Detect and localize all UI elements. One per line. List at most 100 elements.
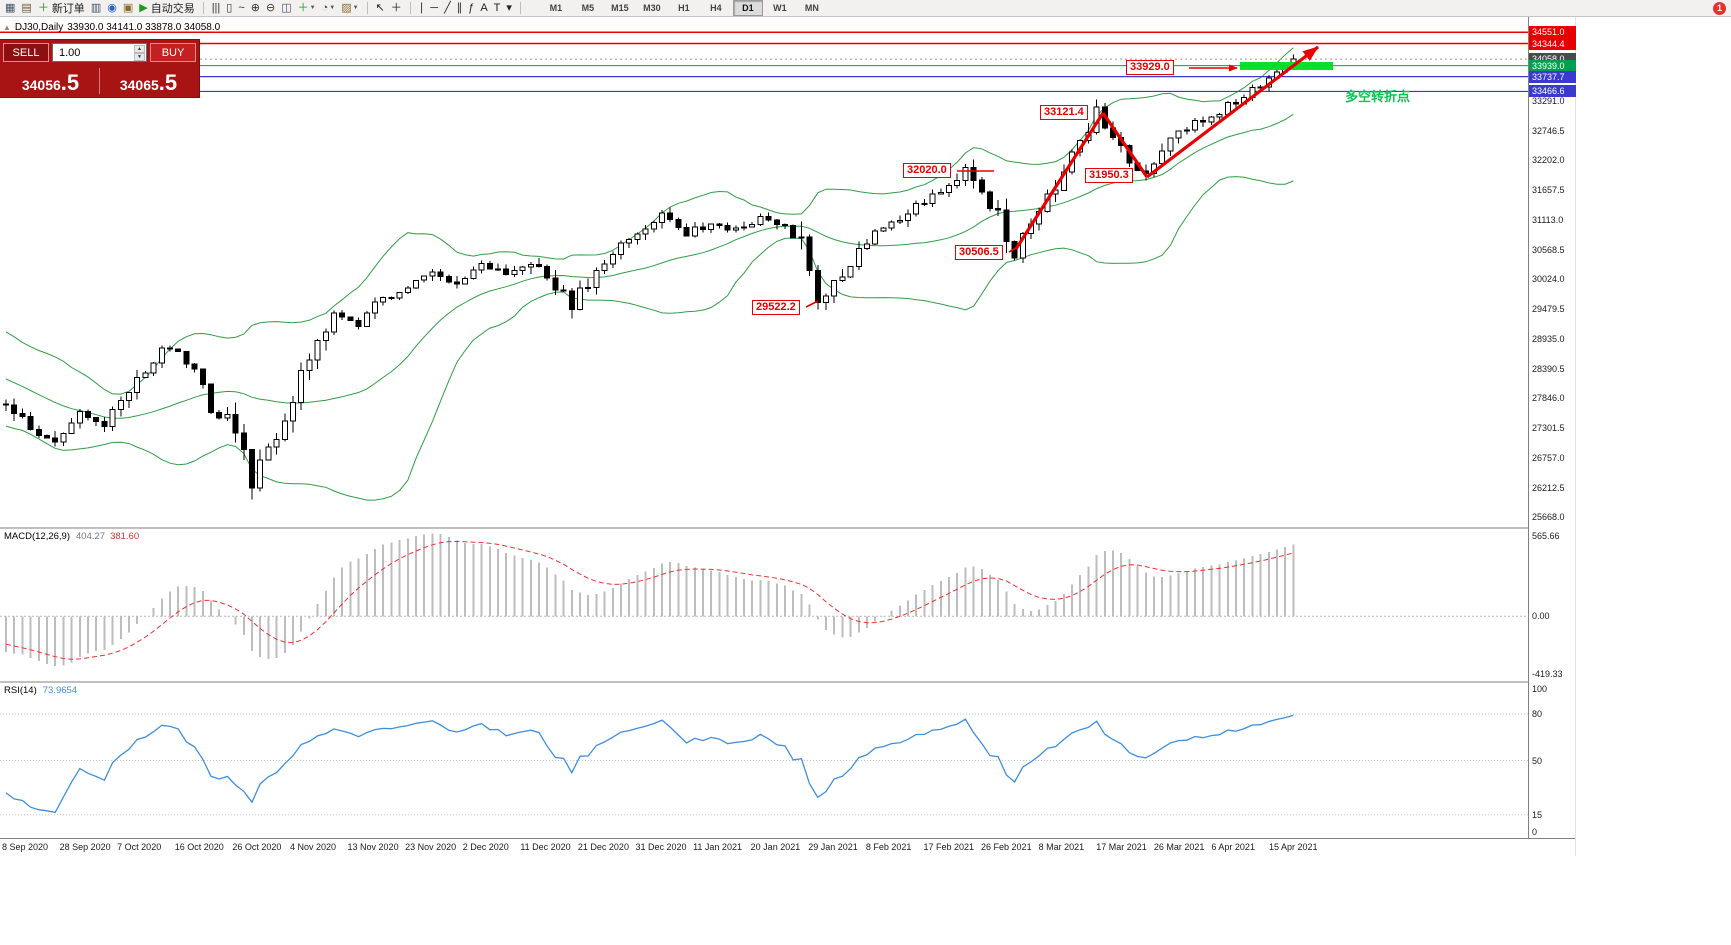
channel-icon-glyph: ∥	[456, 1, 463, 14]
timeframe-m5-button[interactable]: M5	[581, 3, 595, 13]
terminal-icon-glyph: ▣	[122, 1, 134, 14]
horizontal-line-icon[interactable]: ─	[428, 1, 440, 16]
macd-scale-label: 565.66	[1532, 531, 1560, 541]
charts-icon-glyph: ▥	[90, 1, 102, 14]
price-annotation-33929.0[interactable]: 33929.0	[1126, 60, 1174, 75]
cursor-icon[interactable]: ↖	[374, 1, 387, 16]
indicators-add-icon-dropdown[interactable]: ▼	[309, 5, 316, 11]
timeframe-h4-button[interactable]: H4	[710, 3, 722, 13]
volume-increase-button[interactable]: ▲	[134, 45, 145, 53]
new-order-button-label: 新订单	[51, 3, 85, 15]
sell-price: 34056.5	[2, 72, 99, 94]
main-toolbar: ▦ ▤ ＋新订单 ▥ ◉ ▣ ▶ 自动交易 ||| ▯ ~ ⊕ ⊖ ◫ ＋ ▼ ◔ ▼ ▨ ▼ ↖ ＋ ∣ ─ ╱ ∥ ƒ A T ▾ M1…	[0, 0, 1731, 17]
timeframe-m1-button[interactable]: M1	[549, 3, 563, 13]
fibonacci-icon-glyph: ƒ	[468, 1, 475, 14]
time-axis-label: 7 Oct 2020	[117, 842, 162, 852]
time-axis-label: 26 Feb 2021	[981, 842, 1032, 852]
notifications-badge[interactable]: 1	[1713, 1, 1726, 15]
timeframe-w1-button[interactable]: W1	[773, 3, 787, 13]
time-axis-label: 15 Apr 2021	[1269, 842, 1318, 852]
toolbar-group: ∣ ─ ╱ ∥ ƒ	[416, 0, 478, 16]
price-axis-label: 28390.5	[1532, 363, 1565, 374]
new-order-button[interactable]: ＋新订单	[36, 1, 87, 16]
time-axis-label: 2 Dec 2020	[462, 842, 509, 852]
timeframe-m30-button[interactable]: M30	[643, 3, 661, 13]
time-axis-label: 17 Mar 2021	[1096, 842, 1147, 852]
price-tag: 34344.4	[1529, 37, 1576, 50]
line-chart-mode-icon[interactable]: ~	[236, 1, 246, 16]
arrows-tool-icon[interactable]: A	[478, 1, 489, 16]
tile-windows-icon[interactable]: ◫	[279, 1, 293, 16]
time-axis-label: 31 Dec 2020	[635, 842, 687, 852]
time-scale[interactable]: 8 Sep 2020 28 Sep 2020 7 Oct 2020 16 Oct 20…	[0, 838, 1575, 856]
indicators-add-icon[interactable]: ＋ ▼	[296, 1, 318, 16]
timeframe-mn-button[interactable]: MN	[804, 3, 819, 13]
time-axis-label: 29 Jan 2021	[808, 842, 858, 852]
crosshair-icon-glyph: ＋	[390, 1, 402, 14]
rsi-panel-area[interactable]	[0, 683, 1528, 838]
crosshair-icon[interactable]: ＋	[389, 1, 404, 16]
price-annotation-33121.4[interactable]: 33121.4	[1040, 105, 1088, 120]
toolbar-group: ＋新订单	[35, 0, 88, 16]
candlestick-mode-icon-glyph: ▯	[226, 1, 233, 14]
trendline-icon[interactable]: ╱	[442, 1, 453, 16]
rsi-scale-label: 100	[1532, 684, 1548, 694]
terminal-icon[interactable]: ▣	[121, 1, 135, 16]
price-tag: 33737.7	[1529, 70, 1576, 83]
periods-icon-dropdown[interactable]: ▼	[329, 5, 336, 11]
zoom-out-icon-glyph: ⊖	[266, 1, 276, 14]
vertical-line-icon[interactable]: ∣	[417, 1, 427, 16]
rsi-name: RSI(14)	[4, 685, 37, 696]
templates-icon-dropdown[interactable]: ▼	[352, 5, 359, 11]
macd-panel-area[interactable]	[0, 529, 1528, 681]
price-annotation-31950.3[interactable]: 31950.3	[1085, 168, 1133, 183]
candlestick-mode-icon[interactable]: ▯	[224, 1, 234, 16]
fibonacci-icon[interactable]: ƒ	[466, 1, 476, 16]
shapes-tool-icon[interactable]: ▾	[504, 1, 514, 16]
bar-chart-mode-icon-glyph: |||	[211, 1, 221, 14]
channel-icon[interactable]: ∥	[455, 1, 465, 16]
zoom-out-icon[interactable]: ⊖	[264, 1, 277, 16]
text-tool-icon-glyph: T	[493, 1, 501, 14]
timeframe-d1-button[interactable]: D1	[732, 0, 763, 16]
price-annotation-29522.2[interactable]: 29522.2	[752, 300, 800, 315]
price-annotation-32020.0[interactable]: 32020.0	[903, 163, 951, 178]
time-axis-label: 8 Feb 2021	[865, 842, 912, 852]
time-axis-label: 26 Oct 2020	[232, 842, 282, 852]
buy-button[interactable]: BUY	[150, 43, 196, 62]
price-scale[interactable]: 33291.0 32746.5 32202.0 31657.5 31113.0 30568…	[1528, 17, 1576, 856]
autotrading-button[interactable]: ▶ 自动交易	[137, 1, 196, 16]
bar-chart-mode-icon[interactable]: |||	[210, 1, 223, 16]
volume-spinner: ▲ ▼	[134, 45, 145, 61]
time-axis-label: 21 Dec 2020	[577, 842, 629, 852]
charts-icon[interactable]: ▥	[89, 1, 103, 16]
profiles-icon[interactable]: ▤	[19, 1, 33, 16]
timeframe-m15-button[interactable]: M15	[611, 3, 629, 13]
sell-button[interactable]: SELL	[3, 43, 49, 62]
panel-splitter-rsi[interactable]	[0, 681, 1575, 683]
volume-input[interactable]	[53, 44, 146, 61]
templates-icon[interactable]: ▨ ▼	[339, 1, 360, 16]
price-axis-label: 30024.0	[1532, 274, 1565, 285]
buy-price-frac: .5	[158, 70, 178, 95]
time-axis-label: 26 Mar 2021	[1153, 842, 1205, 852]
chart-title: ▲ DJ30,Daily 33930.0 34141.0 33878.0 34058…	[3, 22, 224, 33]
zoom-in-icon[interactable]: ⊕	[249, 1, 262, 16]
volume-decrease-button[interactable]: ▼	[134, 53, 145, 61]
periods-icon[interactable]: ◔ ▼	[320, 1, 338, 16]
zoom-in-icon-glyph: ⊕	[250, 1, 260, 14]
chart-plot-area[interactable]	[0, 17, 1528, 527]
new-chart-icon[interactable]: ▦	[3, 1, 17, 16]
toolbar-separator	[202, 2, 204, 14]
price-axis-label: 25668.0	[1532, 512, 1565, 523]
time-axis-label: 8 Mar 2021	[1038, 842, 1085, 852]
periods-icon-glyph: ◔	[321, 1, 329, 14]
panel-splitter-macd[interactable]	[0, 527, 1575, 529]
trade-panel-prices: 34056.5 34065.5	[0, 62, 199, 98]
autotrading-button-glyph: ▶	[139, 1, 148, 14]
price-annotation-30506.5[interactable]: 30506.5	[955, 245, 1003, 260]
timeframe-h1-button[interactable]: H1	[678, 3, 690, 13]
new-chart-icon-glyph: ▦	[5, 1, 16, 14]
navigator-icon[interactable]: ◉	[105, 1, 119, 16]
text-tool-icon[interactable]: T	[492, 1, 503, 16]
